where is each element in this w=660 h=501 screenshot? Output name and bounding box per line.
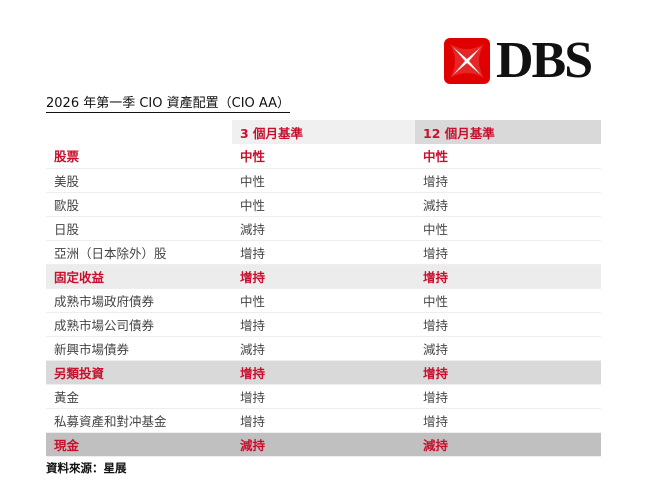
table-row: 美股 中性 增持 — [46, 168, 601, 193]
rating-12-month: 增持 — [415, 264, 601, 289]
asset-label: 美股 — [46, 168, 232, 193]
asset-label: 新興市場債券 — [46, 336, 232, 361]
dbs-logo: DBS — [444, 32, 593, 89]
asset-label: 另類投資 — [46, 360, 232, 385]
table-row: 歐股 中性 減持 — [46, 192, 601, 217]
table-header-row: 3 個月基準 12 個月基準 — [46, 120, 601, 144]
asset-label: 現金 — [46, 432, 232, 457]
header-blank — [46, 120, 232, 144]
rating-12-month: 中性 — [415, 144, 601, 169]
dbs-star-icon — [444, 38, 490, 84]
rating-3-month: 中性 — [232, 168, 415, 193]
source-note: 資料來源：星展 — [46, 461, 127, 475]
asset-label: 成熟市場公司債券 — [46, 312, 232, 337]
rating-12-month: 增持 — [415, 360, 601, 385]
rating-3-month: 中性 — [232, 144, 415, 169]
category-row: 現金 減持 減持 — [46, 432, 601, 457]
asset-label: 日股 — [46, 216, 232, 241]
page-title: 2026 年第一季 CIO 資產配置（CIO AA） — [46, 92, 291, 113]
category-row: 股票 中性 中性 — [46, 144, 601, 169]
table-row: 新興市場債券 減持 減持 — [46, 336, 601, 361]
asset-label: 亞洲（日本除外）股 — [46, 240, 232, 265]
rating-3-month: 減持 — [232, 336, 415, 361]
rating-3-month: 增持 — [232, 264, 415, 289]
asset-label: 成熟市場政府債券 — [46, 288, 232, 313]
rating-12-month: 減持 — [415, 432, 601, 457]
category-row: 另類投資 增持 增持 — [46, 360, 601, 385]
rating-12-month: 減持 — [415, 192, 601, 217]
header-12-month: 12 個月基準 — [415, 120, 601, 144]
rating-12-month: 中性 — [415, 216, 601, 241]
table-row: 日股 減持 中性 — [46, 216, 601, 241]
rating-12-month: 增持 — [415, 384, 601, 409]
asset-label: 私募資產和對冲基金 — [46, 408, 232, 433]
header-3-month: 3 個月基準 — [232, 120, 415, 144]
rating-12-month: 增持 — [415, 312, 601, 337]
asset-label: 固定收益 — [46, 264, 232, 289]
table-row: 亞洲（日本除外）股 增持 增持 — [46, 240, 601, 265]
rating-12-month: 增持 — [415, 408, 601, 433]
logo-text: DBS — [496, 32, 593, 89]
rating-3-month: 中性 — [232, 192, 415, 217]
rating-12-month: 增持 — [415, 168, 601, 193]
asset-label: 黃金 — [46, 384, 232, 409]
rating-12-month: 減持 — [415, 336, 601, 361]
rating-12-month: 中性 — [415, 288, 601, 313]
rating-3-month: 增持 — [232, 384, 415, 409]
rating-3-month: 增持 — [232, 240, 415, 265]
table-row: 私募資產和對冲基金 增持 增持 — [46, 408, 601, 433]
table-row: 黃金 增持 增持 — [46, 384, 601, 409]
table-row: 成熟市場政府債券 中性 中性 — [46, 288, 601, 313]
rating-3-month: 增持 — [232, 360, 415, 385]
rating-3-month: 增持 — [232, 408, 415, 433]
rating-12-month: 增持 — [415, 240, 601, 265]
allocation-table: 3 個月基準 12 個月基準 股票 中性 中性 美股 中性 增持 歐股 中性 減持 日股 減持 中性亞… — [46, 120, 601, 457]
rating-3-month: 中性 — [232, 288, 415, 313]
rating-3-month: 減持 — [232, 216, 415, 241]
rating-3-month: 減持 — [232, 432, 415, 457]
table-row: 成熟市場公司債券 增持 增持 — [46, 312, 601, 337]
asset-label: 歐股 — [46, 192, 232, 217]
category-row: 固定收益 增持 增持 — [46, 264, 601, 289]
asset-label: 股票 — [46, 144, 232, 169]
rating-3-month: 增持 — [232, 312, 415, 337]
